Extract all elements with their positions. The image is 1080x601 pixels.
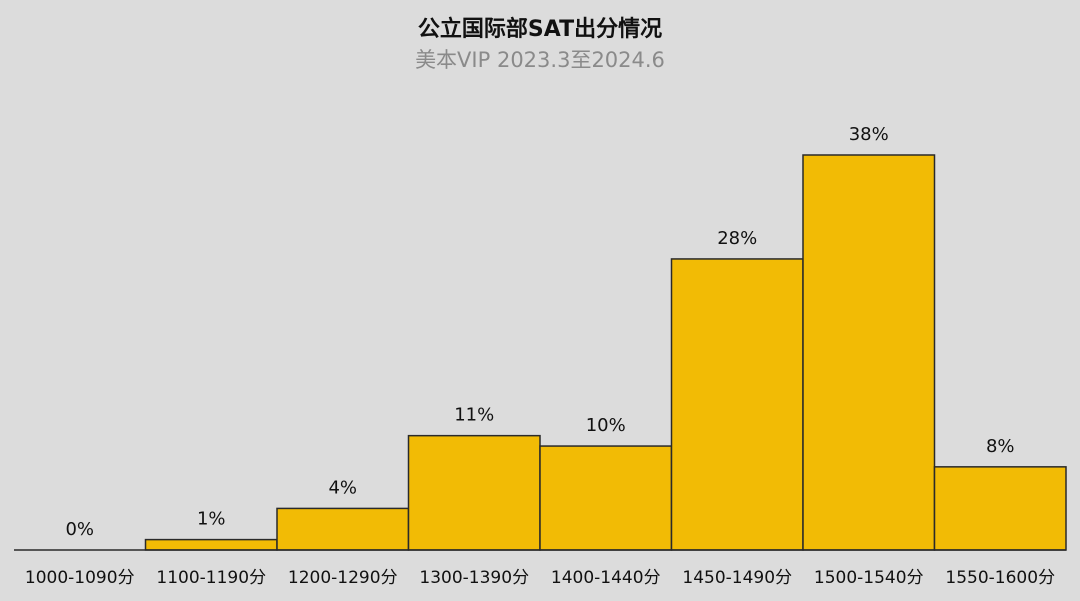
value-label: 10% bbox=[586, 415, 626, 436]
x-tick-label: 1200-1290分 bbox=[288, 568, 398, 588]
value-label: 8% bbox=[986, 436, 1015, 457]
chart-subtitle: 美本VIP 2023.3至2024.6 bbox=[415, 48, 665, 72]
x-tick-label: 1400-1440分 bbox=[551, 568, 661, 588]
value-label: 38% bbox=[849, 124, 889, 145]
bar bbox=[276, 507, 410, 551]
value-label: 0% bbox=[65, 519, 94, 540]
chart-title: 公立国际部SAT出分情况 bbox=[418, 16, 662, 42]
x-tick-label: 1000-1090分 bbox=[25, 568, 135, 588]
x-tick-label: 1300-1390分 bbox=[419, 568, 529, 588]
bar bbox=[933, 466, 1067, 551]
bar bbox=[670, 258, 804, 551]
value-label: 1% bbox=[197, 509, 226, 530]
bar bbox=[144, 538, 278, 551]
x-tick-label: 1100-1190分 bbox=[156, 568, 266, 588]
x-tick-label: 1500-1540分 bbox=[814, 568, 924, 588]
value-label: 28% bbox=[717, 228, 757, 249]
x-tick-label: 1450-1490分 bbox=[682, 568, 792, 588]
bar bbox=[539, 445, 673, 551]
x-tick-label: 1550-1600分 bbox=[945, 568, 1055, 588]
bar bbox=[407, 434, 541, 551]
value-label: 11% bbox=[454, 405, 494, 426]
value-label: 4% bbox=[328, 477, 357, 498]
bar bbox=[802, 154, 936, 551]
